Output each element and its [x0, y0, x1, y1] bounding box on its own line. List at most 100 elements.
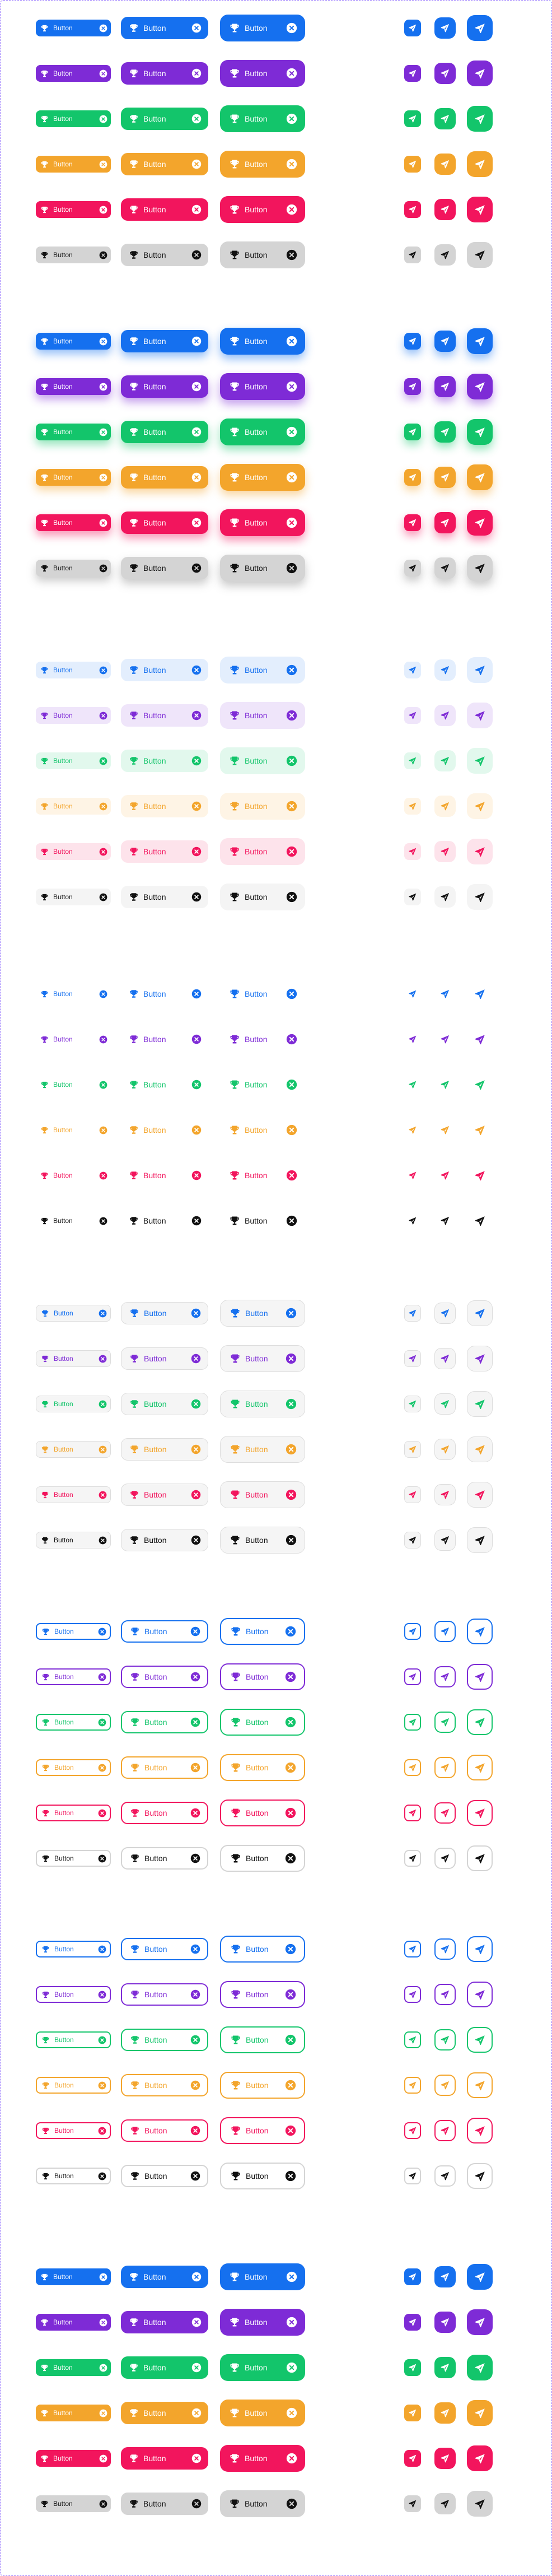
close-circle-icon[interactable] — [285, 1671, 296, 1682]
light-neutral-icon-button-medium[interactable] — [434, 1210, 456, 1231]
close-circle-icon[interactable] — [99, 564, 107, 573]
flat-warning-icon-button-medium[interactable] — [434, 796, 456, 817]
close-circle-icon[interactable] — [191, 563, 202, 573]
faded-success-button-large[interactable]: Button — [220, 1391, 305, 1417]
ghost-primary-icon-button-large[interactable] — [467, 1936, 493, 1962]
solid-neutral-button-large[interactable]: Button — [220, 241, 305, 268]
bordered-secondary-icon-button-medium[interactable] — [434, 1666, 456, 1687]
shadow-danger-button-large[interactable]: Button — [220, 509, 305, 536]
close-circle-icon[interactable] — [99, 712, 107, 720]
bordered-warning-button-medium[interactable]: Button — [121, 1756, 208, 1779]
solid-square-secondary-icon-button-medium[interactable] — [434, 2312, 456, 2333]
light-success-icon-button-medium[interactable] — [434, 1074, 456, 1095]
bordered-success-icon-button-large[interactable] — [467, 1709, 493, 1735]
close-circle-icon[interactable] — [285, 1626, 296, 1637]
close-circle-icon[interactable] — [191, 1444, 201, 1454]
close-circle-icon[interactable] — [191, 801, 202, 811]
solid-secondary-icon-button-medium[interactable] — [434, 63, 456, 84]
bordered-danger-icon-button-small[interactable] — [404, 1805, 421, 1821]
close-circle-icon[interactable] — [191, 1308, 201, 1318]
flat-success-icon-button-large[interactable] — [467, 748, 493, 774]
shadow-warning-icon-button-large[interactable] — [467, 464, 493, 490]
close-circle-icon[interactable] — [99, 1081, 107, 1089]
shadow-secondary-button-small[interactable]: Button — [36, 378, 111, 395]
close-circle-icon[interactable] — [98, 2172, 106, 2180]
bordered-success-icon-button-medium[interactable] — [434, 1712, 456, 1733]
faded-danger-button-large[interactable]: Button — [220, 1481, 305, 1508]
solid-square-success-icon-button-large[interactable] — [467, 2355, 493, 2380]
solid-square-primary-icon-button-medium[interactable] — [434, 2266, 456, 2287]
bordered-warning-icon-button-large[interactable] — [467, 1755, 493, 1780]
close-circle-icon[interactable] — [191, 336, 202, 346]
bordered-secondary-button-small[interactable]: Button — [36, 1668, 111, 1685]
flat-secondary-button-large[interactable]: Button — [220, 702, 305, 729]
solid-square-danger-icon-button-large[interactable] — [467, 2445, 493, 2471]
bordered-success-button-large[interactable]: Button — [220, 1709, 305, 1736]
flat-danger-icon-button-large[interactable] — [467, 839, 493, 864]
close-circle-icon[interactable] — [99, 1126, 107, 1134]
close-circle-icon[interactable] — [99, 990, 107, 998]
bordered-neutral-button-medium[interactable]: Button — [121, 1847, 208, 1870]
close-circle-icon[interactable] — [286, 1215, 297, 1226]
shadow-warning-icon-button-medium[interactable] — [434, 467, 456, 488]
bordered-danger-button-medium[interactable]: Button — [121, 1802, 208, 1824]
close-circle-icon[interactable] — [286, 1079, 297, 1090]
close-circle-icon[interactable] — [285, 1762, 296, 1773]
close-circle-icon[interactable] — [98, 2081, 106, 2090]
flat-danger-icon-button-medium[interactable] — [434, 841, 456, 862]
close-circle-icon[interactable] — [286, 68, 297, 79]
faded-neutral-icon-button-small[interactable] — [404, 1532, 421, 1549]
solid-square-success-button-large[interactable]: Button — [220, 2354, 305, 2381]
solid-danger-button-large[interactable]: Button — [220, 196, 305, 223]
light-danger-button-medium[interactable]: Button — [121, 1164, 208, 1187]
ghost-warning-icon-button-medium[interactable] — [434, 2075, 456, 2096]
shadow-primary-icon-button-large[interactable] — [467, 328, 493, 354]
faded-warning-icon-button-small[interactable] — [404, 1441, 421, 1458]
close-circle-icon[interactable] — [191, 114, 202, 124]
solid-warning-icon-button-medium[interactable] — [434, 154, 456, 175]
close-circle-icon[interactable] — [286, 1124, 297, 1136]
close-circle-icon[interactable] — [191, 2363, 202, 2373]
light-secondary-icon-button-small[interactable] — [404, 1031, 421, 1048]
shadow-secondary-icon-button-small[interactable] — [404, 378, 421, 395]
shadow-secondary-button-medium[interactable]: Button — [121, 375, 208, 398]
solid-secondary-button-small[interactable]: Button — [36, 65, 111, 82]
close-circle-icon[interactable] — [191, 847, 202, 857]
solid-square-warning-button-small[interactable]: Button — [36, 2405, 111, 2421]
shadow-secondary-icon-button-large[interactable] — [467, 374, 493, 399]
faded-neutral-button-small[interactable]: Button — [36, 1532, 111, 1549]
solid-square-secondary-icon-button-small[interactable] — [404, 2314, 421, 2331]
faded-success-icon-button-small[interactable] — [404, 1396, 421, 1412]
close-circle-icon[interactable] — [191, 1399, 201, 1409]
light-warning-icon-button-medium[interactable] — [434, 1119, 456, 1141]
flat-warning-button-medium[interactable]: Button — [121, 795, 208, 817]
close-circle-icon[interactable] — [286, 249, 297, 261]
close-circle-icon[interactable] — [286, 204, 297, 215]
faded-secondary-icon-button-medium[interactable] — [434, 1348, 456, 1369]
solid-secondary-icon-button-small[interactable] — [404, 65, 421, 82]
close-circle-icon[interactable] — [99, 2364, 107, 2372]
ghost-primary-button-small[interactable]: Button — [36, 1941, 111, 1957]
bordered-warning-button-small[interactable]: Button — [36, 1759, 111, 1776]
close-circle-icon[interactable] — [286, 562, 297, 574]
flat-primary-button-large[interactable]: Button — [220, 657, 305, 683]
close-circle-icon[interactable] — [99, 473, 107, 482]
light-primary-icon-button-small[interactable] — [404, 985, 421, 1002]
close-circle-icon[interactable] — [99, 2454, 107, 2463]
solid-square-warning-button-large[interactable]: Button — [220, 2400, 305, 2426]
close-circle-icon[interactable] — [191, 1535, 201, 1545]
ghost-primary-button-large[interactable]: Button — [220, 1936, 305, 1963]
close-circle-icon[interactable] — [191, 518, 202, 528]
faded-primary-button-small[interactable]: Button — [36, 1305, 111, 1322]
solid-square-danger-button-medium[interactable]: Button — [121, 2447, 208, 2470]
close-circle-icon[interactable] — [286, 2498, 297, 2509]
close-circle-icon[interactable] — [190, 2080, 200, 2090]
light-danger-button-large[interactable]: Button — [220, 1162, 305, 1189]
shadow-warning-icon-button-small[interactable] — [404, 469, 421, 486]
close-circle-icon[interactable] — [286, 2271, 297, 2282]
close-circle-icon[interactable] — [286, 988, 297, 999]
flat-secondary-button-medium[interactable]: Button — [121, 704, 208, 727]
shadow-danger-icon-button-medium[interactable] — [434, 512, 456, 533]
close-circle-icon[interactable] — [190, 1808, 200, 1818]
close-circle-icon[interactable] — [286, 710, 297, 721]
